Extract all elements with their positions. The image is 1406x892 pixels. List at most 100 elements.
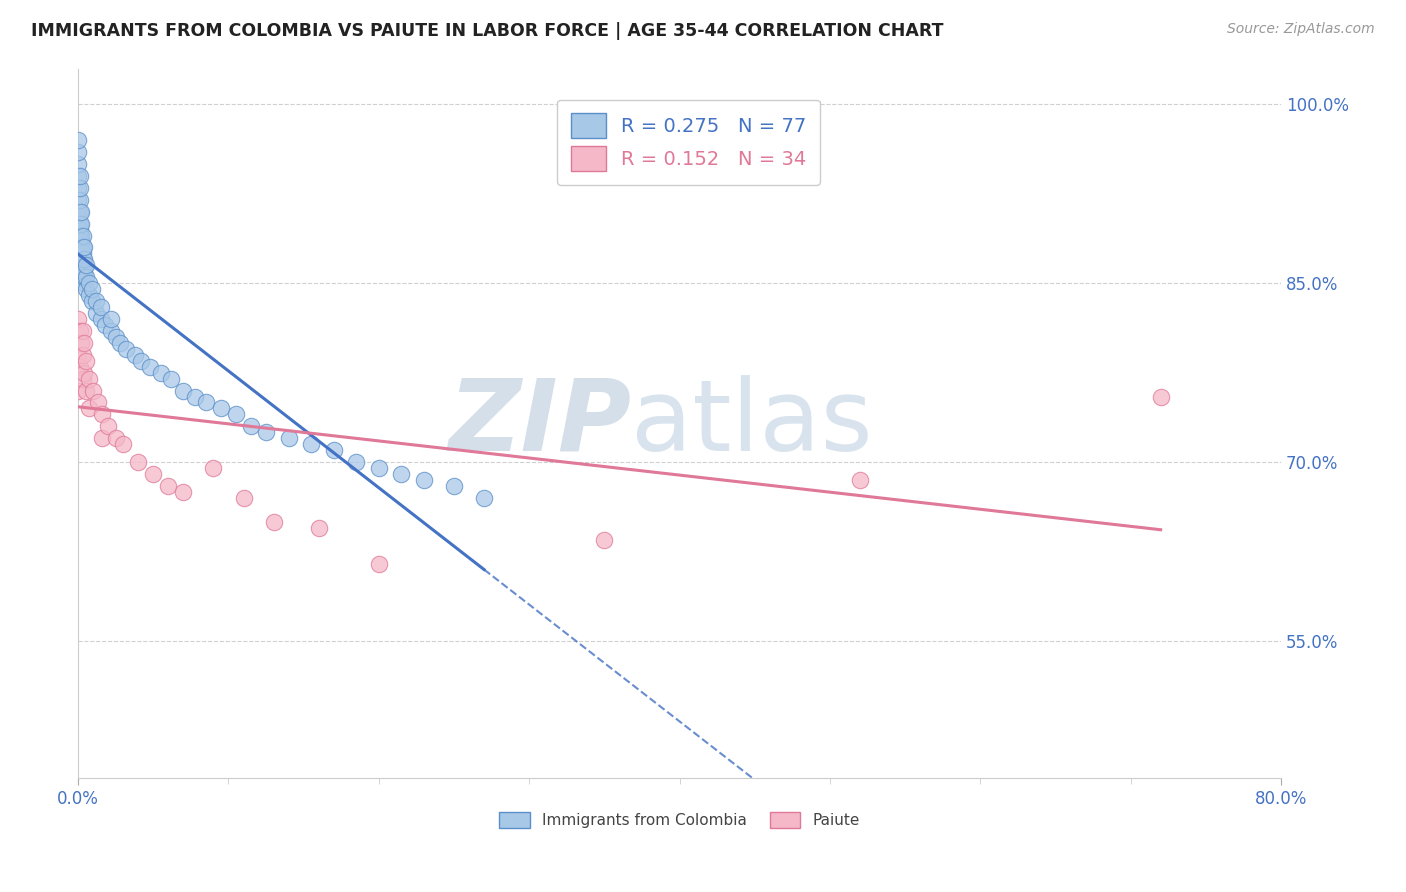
Point — [172, 485, 194, 500]
Text: Source: ZipAtlas.com: Source: ZipAtlas.com — [1227, 22, 1375, 37]
Point — [80, 282, 103, 296]
Point — [69, 181, 91, 195]
Point — [69, 252, 91, 267]
Point — [90, 300, 112, 314]
Point — [367, 557, 389, 571]
Point — [67, 217, 90, 231]
Point — [72, 324, 94, 338]
Point — [67, 228, 90, 243]
Point — [77, 371, 100, 385]
Point — [70, 335, 93, 350]
Point — [194, 395, 217, 409]
Point — [75, 270, 97, 285]
Text: ZIP: ZIP — [449, 375, 631, 472]
Point — [263, 515, 285, 529]
Point — [69, 193, 91, 207]
Point — [75, 353, 97, 368]
Point — [67, 169, 90, 183]
Point — [84, 294, 107, 309]
Point — [129, 353, 152, 368]
Point — [149, 366, 172, 380]
Point — [160, 371, 183, 385]
Point — [73, 335, 96, 350]
Point — [104, 431, 127, 445]
Point — [344, 455, 367, 469]
Point — [67, 204, 90, 219]
Point — [67, 384, 90, 398]
Point — [77, 288, 100, 302]
Point — [322, 443, 344, 458]
Point — [70, 235, 93, 249]
Point — [139, 359, 162, 374]
Point — [67, 145, 90, 159]
Point — [69, 217, 91, 231]
Point — [443, 479, 465, 493]
Point — [70, 264, 93, 278]
Point — [67, 240, 90, 254]
Point — [124, 348, 146, 362]
Point — [70, 228, 93, 243]
Point — [100, 324, 122, 338]
Point — [97, 419, 120, 434]
Point — [115, 342, 138, 356]
Point — [232, 491, 254, 505]
Point — [110, 335, 132, 350]
Point — [90, 312, 112, 326]
Text: atlas: atlas — [631, 375, 873, 472]
Point — [849, 473, 872, 487]
Point — [1150, 390, 1173, 404]
Point — [69, 324, 91, 338]
Point — [67, 193, 90, 207]
Point — [112, 437, 135, 451]
Point — [72, 228, 94, 243]
Legend: Immigrants from Colombia, Paiute: Immigrants from Colombia, Paiute — [494, 806, 866, 834]
Point — [67, 181, 90, 195]
Point — [184, 390, 207, 404]
Point — [389, 467, 412, 481]
Point — [70, 204, 93, 219]
Point — [70, 252, 93, 267]
Point — [72, 246, 94, 260]
Point — [73, 270, 96, 285]
Point — [69, 240, 91, 254]
Point — [472, 491, 495, 505]
Point — [73, 252, 96, 267]
Point — [72, 240, 94, 254]
Point — [104, 330, 127, 344]
Point — [254, 425, 277, 440]
Point — [142, 467, 165, 481]
Point — [593, 533, 616, 547]
Point — [202, 461, 225, 475]
Point — [69, 228, 91, 243]
Point — [67, 133, 90, 147]
Point — [70, 246, 93, 260]
Point — [100, 312, 122, 326]
Point — [69, 235, 91, 249]
Point — [67, 312, 90, 326]
Point — [157, 479, 180, 493]
Point — [73, 264, 96, 278]
Point — [73, 240, 96, 254]
Point — [84, 306, 107, 320]
Point — [209, 401, 232, 416]
Point — [91, 408, 114, 422]
Point — [72, 264, 94, 278]
Point — [308, 521, 330, 535]
Point — [277, 431, 299, 445]
Point — [72, 348, 94, 362]
Point — [77, 277, 100, 291]
Point — [67, 348, 90, 362]
Point — [367, 461, 389, 475]
Point — [240, 419, 263, 434]
Point — [172, 384, 194, 398]
Point — [75, 258, 97, 272]
Point — [86, 395, 108, 409]
Point — [225, 408, 247, 422]
Point — [75, 282, 97, 296]
Point — [69, 204, 91, 219]
Point — [72, 270, 94, 285]
Point — [70, 217, 93, 231]
Point — [72, 371, 94, 385]
Point — [299, 437, 322, 451]
Point — [94, 318, 117, 332]
